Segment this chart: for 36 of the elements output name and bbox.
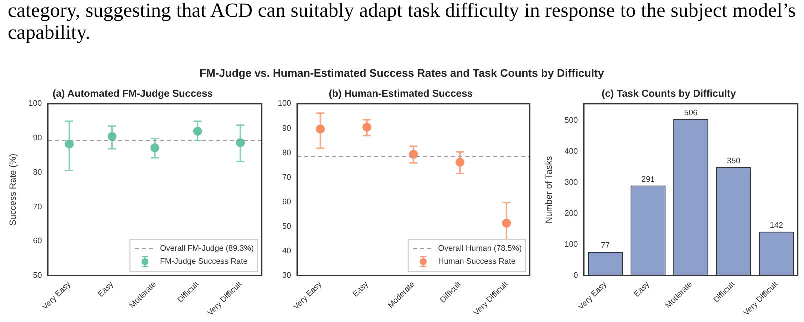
y-tick-label: 70 — [33, 202, 43, 212]
chart-title: (a) Automated FM-Judge Success — [52, 88, 214, 100]
y-tick-label: 400 — [564, 147, 579, 156]
data-label: 506 — [684, 108, 698, 118]
y-tick-label: 70 — [282, 172, 292, 182]
y-tick-label: 300 — [564, 178, 579, 188]
y-tick-label: 60 — [33, 236, 43, 246]
legend-label: FM-Judge Success Rate — [160, 257, 248, 266]
y-tick-label: 30 — [282, 271, 292, 280]
y-tick-label: 80 — [33, 168, 43, 177]
y-tick-label: 100 — [278, 99, 292, 108]
y-tick-label: 60 — [282, 197, 292, 206]
data-label: 77 — [601, 241, 611, 250]
legend-label: Human Success Rate — [438, 257, 516, 266]
y-axis-title: Success Rate (%) — [8, 154, 18, 226]
y-tick-label: 500 — [564, 116, 579, 126]
y-tick-label: 40 — [282, 246, 292, 256]
chart-title: (c) Task Counts by Difficulty — [602, 88, 737, 100]
data-label: 291 — [642, 174, 656, 184]
y-tick-label: 50 — [282, 222, 292, 231]
y-tick-label: 90 — [33, 134, 43, 143]
y-tick-label: 100 — [28, 99, 43, 108]
legend-label: Overall Human (78.5%) — [438, 244, 522, 254]
text: category, suggesting that ACD can suitably adapt task difficulty in response to the subject model’s capability. — [7, 0, 797, 46]
text: FM-Judge vs. Human-Estimated Success Rates and Task Counts by Difficulty — [198, 67, 606, 82]
y-tick-label: 200 — [564, 209, 579, 218]
chart-title: (b) Human-Estimated Success — [329, 88, 474, 100]
legend-label: Overall FM-Judge (89.3%) — [160, 244, 254, 254]
y-axis-title: Number of Tasks — [544, 156, 554, 224]
y-tick-label: 80 — [282, 148, 292, 158]
y-tick-label: 50 — [33, 271, 43, 280]
data-label: 350 — [727, 156, 742, 166]
y-tick-label: 0 — [574, 271, 579, 280]
y-tick-label: 90 — [282, 124, 292, 133]
data-label: 142 — [770, 221, 784, 230]
y-tick-label: 100 — [564, 240, 579, 250]
